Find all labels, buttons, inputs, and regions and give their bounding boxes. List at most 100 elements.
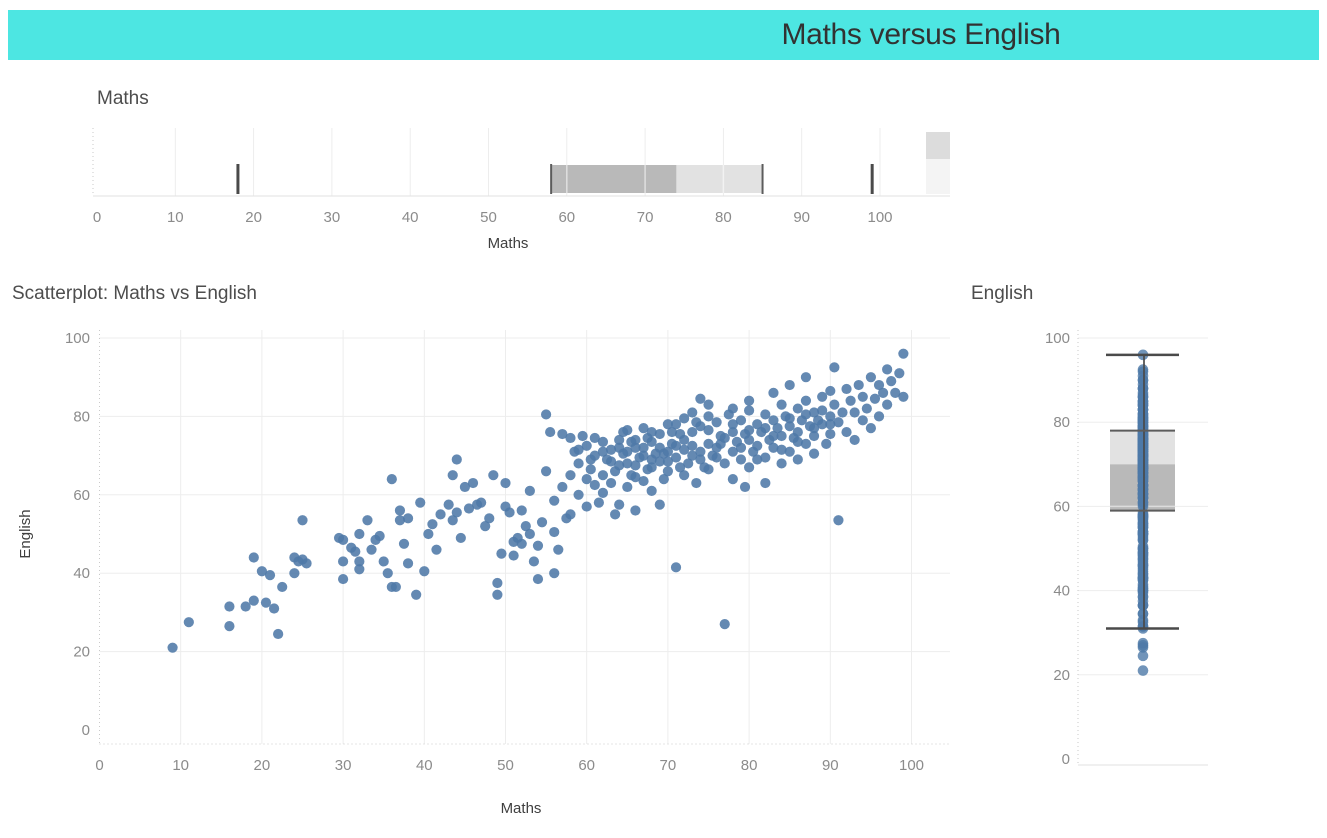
scatter-point[interactable]	[808, 423, 820, 434]
scatter-point[interactable]	[825, 428, 836, 440]
scatter-point[interactable]	[691, 477, 702, 489]
scatter-point[interactable]	[886, 376, 897, 387]
scatter-point[interactable]	[837, 407, 848, 418]
scatter-point[interactable]	[622, 481, 633, 493]
scatter-point[interactable]	[614, 460, 625, 471]
scatter-point[interactable]	[614, 499, 625, 510]
scatter-point[interactable]	[744, 425, 755, 436]
scatter-point[interactable]	[630, 472, 641, 483]
scatter-point[interactable]	[817, 419, 828, 430]
scatter-point[interactable]	[297, 515, 308, 526]
scatter-point[interactable]	[760, 477, 771, 489]
scatter-point[interactable]	[695, 446, 706, 457]
scatter-point[interactable]	[873, 379, 885, 391]
scatter-point[interactable]	[841, 426, 852, 438]
scatter-point[interactable]	[415, 497, 426, 508]
scatter-point[interactable]	[784, 446, 795, 457]
scatter-point[interactable]	[528, 556, 540, 567]
scatter-point[interactable]	[776, 444, 787, 455]
scatter-point[interactable]	[419, 566, 430, 577]
scatter-point[interactable]	[386, 474, 397, 485]
scatter-point[interactable]	[841, 383, 852, 395]
scatter-point[interactable]	[679, 434, 690, 446]
scatter-point[interactable]	[679, 413, 690, 424]
scatter-point[interactable]	[398, 538, 410, 549]
scatter-point[interactable]	[638, 475, 649, 487]
maths-box-upper-quartile[interactable]	[676, 165, 763, 193]
scatter-point[interactable]	[877, 387, 889, 398]
scatter-point[interactable]	[630, 460, 641, 471]
scatter-point[interactable]	[435, 509, 446, 520]
scatter-point[interactable]	[662, 446, 674, 457]
scatter-point[interactable]	[735, 415, 747, 426]
scatter-point[interactable]	[516, 505, 527, 516]
scatter-point[interactable]	[711, 452, 722, 463]
scatter-point[interactable]	[833, 417, 844, 428]
scatter-point[interactable]	[808, 430, 820, 442]
scatter-point[interactable]	[463, 503, 475, 514]
scatter-point[interactable]	[264, 570, 276, 581]
scatter-point[interactable]	[744, 462, 755, 473]
scatter-point[interactable]	[289, 568, 300, 579]
scatter-point[interactable]	[865, 423, 877, 434]
scatter-point[interactable]	[549, 495, 560, 506]
scatter-point[interactable]	[727, 419, 738, 430]
scatter-point[interactable]	[593, 497, 604, 508]
scatter-point[interactable]	[792, 403, 803, 414]
scatter-point[interactable]	[744, 434, 755, 446]
scatter-point[interactable]	[857, 415, 868, 426]
scatter-point[interactable]	[467, 477, 479, 489]
scatter-point[interactable]	[719, 619, 730, 630]
scatter-point[interactable]	[670, 440, 682, 451]
scatter-point[interactable]	[882, 399, 893, 410]
scatter-point[interactable]	[459, 481, 470, 493]
scatter-point[interactable]	[557, 428, 568, 440]
scatter-point[interactable]	[557, 481, 568, 493]
scatter-point[interactable]	[670, 452, 682, 463]
english-box-point[interactable]	[1137, 665, 1149, 676]
scatter-point[interactable]	[268, 603, 280, 614]
scatter-point[interactable]	[865, 372, 877, 383]
scatter-point[interactable]	[338, 534, 349, 545]
scatter-point[interactable]	[573, 444, 584, 455]
scatter-point[interactable]	[695, 454, 706, 465]
scatter-point[interactable]	[610, 509, 621, 520]
scatter-point[interactable]	[646, 485, 657, 496]
scatter-point[interactable]	[808, 448, 820, 459]
scatter-point[interactable]	[683, 458, 694, 469]
scatter-point[interactable]	[427, 519, 438, 530]
scatter-point[interactable]	[378, 556, 389, 567]
scatter-point[interactable]	[402, 558, 414, 569]
scatter-point[interactable]	[890, 387, 901, 398]
scatter-point[interactable]	[654, 428, 665, 440]
scatter-point[interactable]	[687, 440, 698, 451]
scatter-point[interactable]	[248, 595, 259, 606]
scatter-point[interactable]	[784, 421, 795, 432]
scatter-point[interactable]	[597, 487, 609, 498]
scatter-point[interactable]	[898, 391, 909, 402]
scatter-point[interactable]	[646, 426, 657, 438]
scatter-point[interactable]	[447, 515, 458, 526]
scatter-point[interactable]	[451, 507, 462, 518]
scatter-point[interactable]	[735, 454, 747, 465]
scatter-point[interactable]	[873, 411, 885, 422]
scatter-point[interactable]	[792, 454, 803, 465]
scatter-point[interactable]	[597, 436, 609, 447]
scatter-point[interactable]	[679, 444, 690, 455]
scatter-point[interactable]	[849, 407, 860, 418]
scatter-point[interactable]	[752, 454, 763, 465]
scatter-point[interactable]	[585, 464, 596, 475]
scatter-point[interactable]	[825, 411, 836, 422]
scatter-point[interactable]	[573, 489, 584, 500]
scatter-point[interactable]	[829, 399, 840, 410]
scatter-point[interactable]	[800, 372, 812, 383]
scatter-point[interactable]	[488, 470, 499, 481]
scatter-point[interactable]	[524, 485, 535, 496]
scatter-point[interactable]	[703, 425, 714, 436]
scatter-point[interactable]	[646, 436, 657, 447]
scatter-point[interactable]	[549, 568, 560, 579]
scatter-point[interactable]	[492, 577, 503, 589]
scatter-point[interactable]	[727, 403, 738, 414]
scatter-point[interactable]	[500, 477, 511, 489]
scatter-point[interactable]	[614, 434, 625, 446]
